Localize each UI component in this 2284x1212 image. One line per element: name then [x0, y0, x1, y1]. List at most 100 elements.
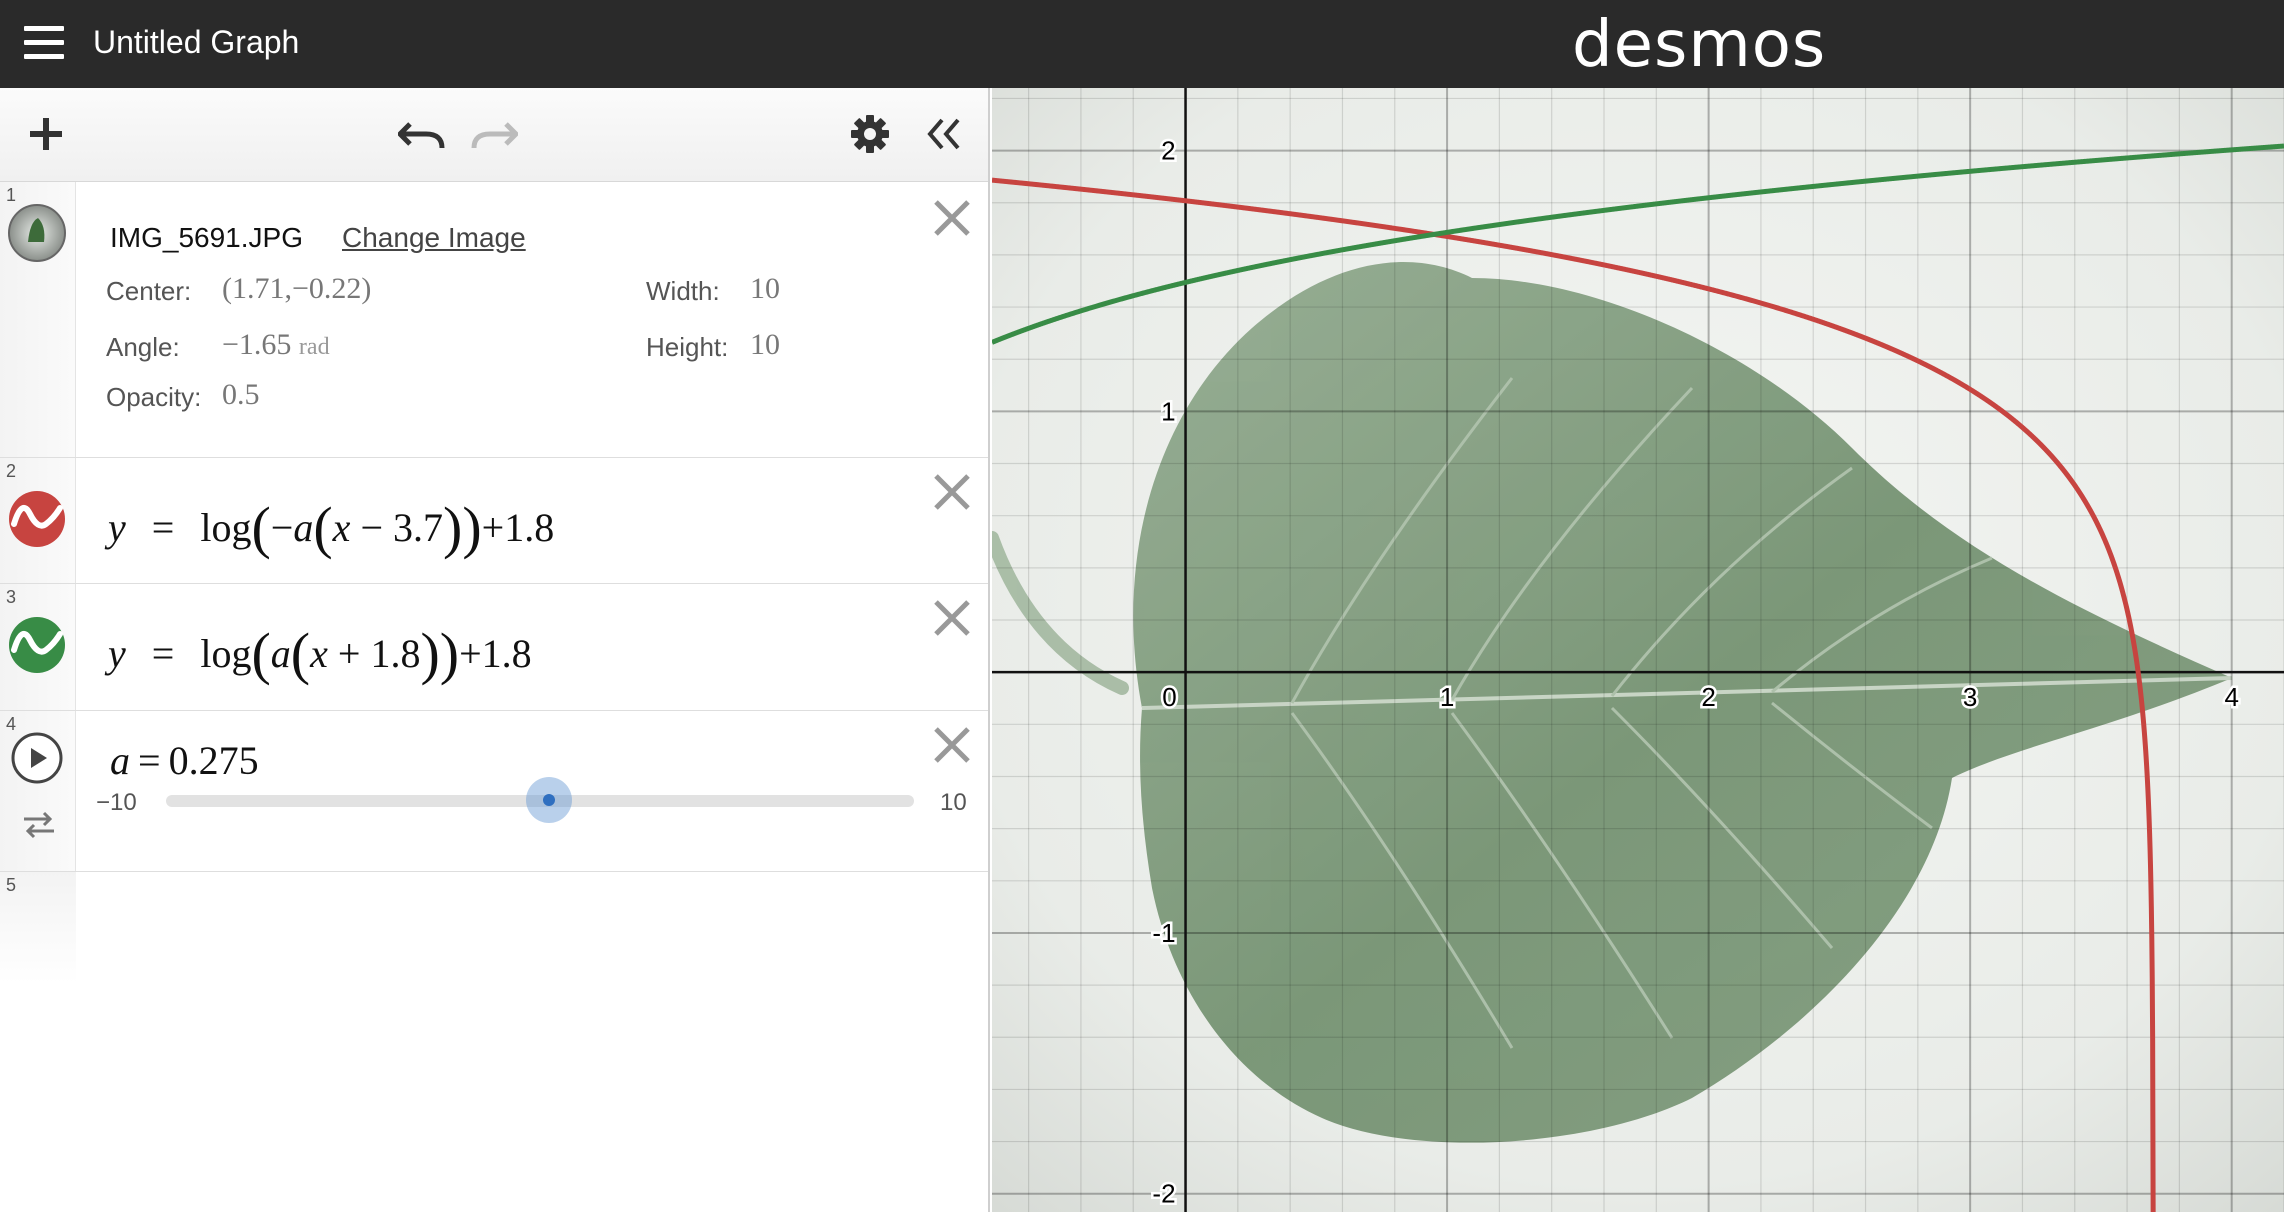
- paren: (: [251, 621, 271, 686]
- y-tick-label: 2: [1161, 136, 1175, 166]
- opacity-value[interactable]: 0.5: [222, 378, 260, 411]
- delete-expression-button[interactable]: [930, 596, 974, 640]
- slider-track[interactable]: [166, 795, 914, 807]
- formula-var: a: [270, 631, 291, 676]
- paren: (: [313, 495, 333, 560]
- desmos-logo: desmos: [1572, 8, 1827, 82]
- curve-color-icon[interactable]: [8, 616, 66, 674]
- formula-op: +: [337, 631, 361, 676]
- add-item-button[interactable]: [18, 106, 74, 162]
- expression-item-slider[interactable]: 4 a = 0.275 −10 10: [0, 711, 988, 872]
- expression-formula[interactable]: y = log(a(x +1.8))+1.8: [108, 620, 532, 687]
- expression-formula[interactable]: y = log(−a(x −3.7))+1.8: [108, 494, 554, 561]
- slider-value: 0.275: [168, 738, 259, 783]
- expression-gutter: 4: [0, 711, 76, 871]
- angle-number: −1.65: [222, 328, 292, 361]
- close-icon: [934, 474, 970, 510]
- slider-handle[interactable]: [526, 777, 572, 823]
- play-icon: [11, 732, 63, 784]
- redo-icon: [471, 122, 518, 149]
- slider-max[interactable]: 10: [940, 789, 967, 816]
- formula-op: −: [360, 505, 383, 550]
- delete-expression-button[interactable]: [930, 196, 974, 240]
- expression-gutter: 2: [0, 458, 76, 583]
- plus-icon: [30, 118, 62, 150]
- width-label: Width:: [646, 276, 720, 306]
- graph-title[interactable]: Untitled Graph: [93, 24, 300, 60]
- paren: ): [420, 621, 440, 686]
- height-value[interactable]: 10: [750, 328, 780, 361]
- expression-gutter: 1: [0, 182, 76, 457]
- play-button[interactable]: [10, 731, 64, 785]
- graph-svg[interactable]: 0 1 2 3 4 2 1 -1 -2: [992, 88, 2284, 1212]
- expression-number: 3: [6, 587, 17, 607]
- curve-color-icon[interactable]: [8, 490, 66, 548]
- expression-number: 4: [6, 714, 17, 734]
- expression-item-image[interactable]: 1 IMG_5691.JPG Change Image Center: (1.7…: [0, 182, 988, 458]
- formula-equals: =: [151, 505, 175, 550]
- center-value[interactable]: (1.71,−0.22): [222, 272, 372, 305]
- angle-value[interactable]: −1.65 rad: [222, 328, 330, 362]
- slider-min[interactable]: −10: [96, 789, 137, 816]
- header-bar: Untitled Graph desmos: [0, 0, 2284, 88]
- collapse-panel-button[interactable]: [916, 106, 972, 162]
- width-value[interactable]: 10: [750, 272, 780, 305]
- formula-function: log: [200, 505, 252, 550]
- formula-var: a: [293, 505, 314, 550]
- graph-canvas[interactable]: 0 1 2 3 4 2 1 -1 -2: [992, 88, 2284, 1212]
- double-chevron-left-icon: [927, 118, 960, 150]
- tick-labels: 0 1 2 3 4 2 1 -1 -2: [1150, 133, 2242, 1211]
- formula-const: 1.8: [370, 631, 421, 676]
- expression-item-function[interactable]: 3 y = log(a(x +1.8))+1.8: [0, 584, 988, 711]
- paren: ): [462, 495, 482, 560]
- expression-item-function[interactable]: 2 y = log(−a(x −3.7))+1.8: [0, 458, 988, 584]
- opacity-label: Opacity:: [106, 382, 202, 412]
- y-tick-label: -1: [1152, 918, 1175, 948]
- formula-x: x: [310, 631, 328, 676]
- formula-tail: +1.8: [459, 631, 532, 676]
- axes: [992, 88, 2284, 1212]
- redo-button[interactable]: [466, 106, 522, 162]
- y-tick-label: -2: [1152, 1179, 1175, 1209]
- center-label: Center:: [106, 276, 192, 306]
- paren: (: [251, 495, 271, 560]
- expression-gutter: 3: [0, 584, 76, 710]
- change-image-link[interactable]: Change Image: [342, 222, 526, 253]
- slider-var: a: [110, 738, 130, 783]
- formula-const: 3.7: [393, 505, 443, 550]
- x-tick-label: 4: [2224, 682, 2238, 712]
- loop-toggle-button[interactable]: [22, 809, 56, 839]
- undo-button[interactable]: [394, 106, 450, 162]
- y-tick-label: 1: [1161, 396, 1175, 426]
- slider-expression[interactable]: a = 0.275: [110, 737, 259, 784]
- paren: ): [443, 495, 463, 560]
- red-curve: [992, 177, 2156, 1212]
- gear-icon: [851, 115, 889, 153]
- x-tick-label: 0: [1162, 682, 1176, 712]
- hamburger-menu-icon[interactable]: [24, 26, 64, 60]
- formula-tail: +1.8: [481, 505, 555, 550]
- angle-unit: rad: [298, 334, 330, 360]
- close-icon: [934, 727, 970, 763]
- expression-panel: 1 IMG_5691.JPG Change Image Center: (1.7…: [0, 88, 990, 1212]
- delete-expression-button[interactable]: [930, 470, 974, 514]
- close-icon: [934, 600, 970, 636]
- paren: ): [439, 621, 460, 686]
- height-label: Height:: [646, 332, 729, 362]
- close-icon: [934, 200, 970, 236]
- expression-number: 5: [6, 875, 17, 895]
- green-curve: [992, 143, 2284, 345]
- curves: [992, 143, 2284, 1212]
- formula-lhs: y: [108, 631, 126, 676]
- settings-button[interactable]: [842, 106, 898, 162]
- delete-expression-button[interactable]: [930, 723, 974, 767]
- paren: (: [290, 621, 311, 686]
- angle-label: Angle:: [106, 332, 180, 362]
- x-tick-label: 3: [1963, 682, 1977, 712]
- undo-icon: [398, 122, 445, 149]
- slider-equals: =: [138, 738, 161, 783]
- image-thumbnail-icon[interactable]: [8, 204, 66, 262]
- repeat-icon: [24, 811, 54, 839]
- formula-sign: −: [270, 505, 294, 550]
- expression-item-empty[interactable]: 5: [0, 872, 988, 984]
